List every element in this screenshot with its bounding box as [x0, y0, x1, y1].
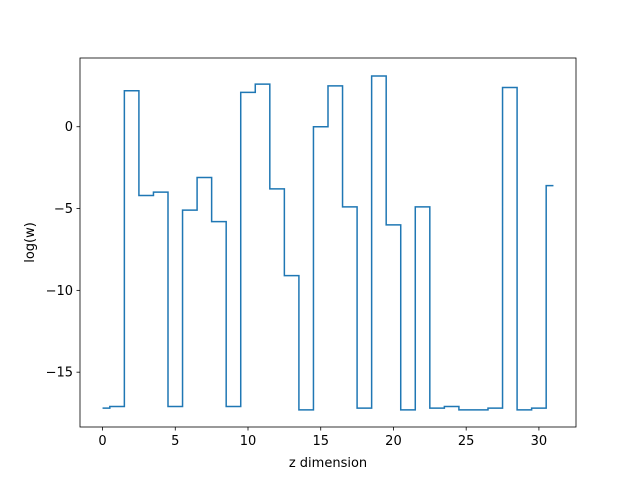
y-axis-label: log(w)	[23, 222, 38, 263]
x-tick-label: 15	[312, 434, 329, 449]
y-tick-label: −5	[54, 202, 73, 217]
y-tick-label: −10	[46, 284, 73, 299]
x-tick-label: 10	[240, 434, 257, 449]
y-tick-label: −15	[46, 366, 73, 381]
x-tick-label: 20	[385, 434, 402, 449]
x-tick-label: 25	[458, 434, 475, 449]
axes-frame	[79, 57, 577, 428]
y-axis-ticks: 0 −5 −10 −15	[46, 120, 80, 381]
x-axis-label: z dimension	[289, 456, 367, 471]
axes-border	[79, 57, 577, 428]
series-layer	[102, 75, 554, 411]
series-line-0	[102, 75, 554, 411]
x-tick-label: 0	[98, 434, 106, 449]
x-tick-label: 30	[531, 434, 548, 449]
y-tick-label: 0	[65, 120, 73, 135]
x-tick-label: 5	[171, 434, 179, 449]
x-axis-ticks: 0 5 10 15 20 25 30	[98, 427, 547, 449]
